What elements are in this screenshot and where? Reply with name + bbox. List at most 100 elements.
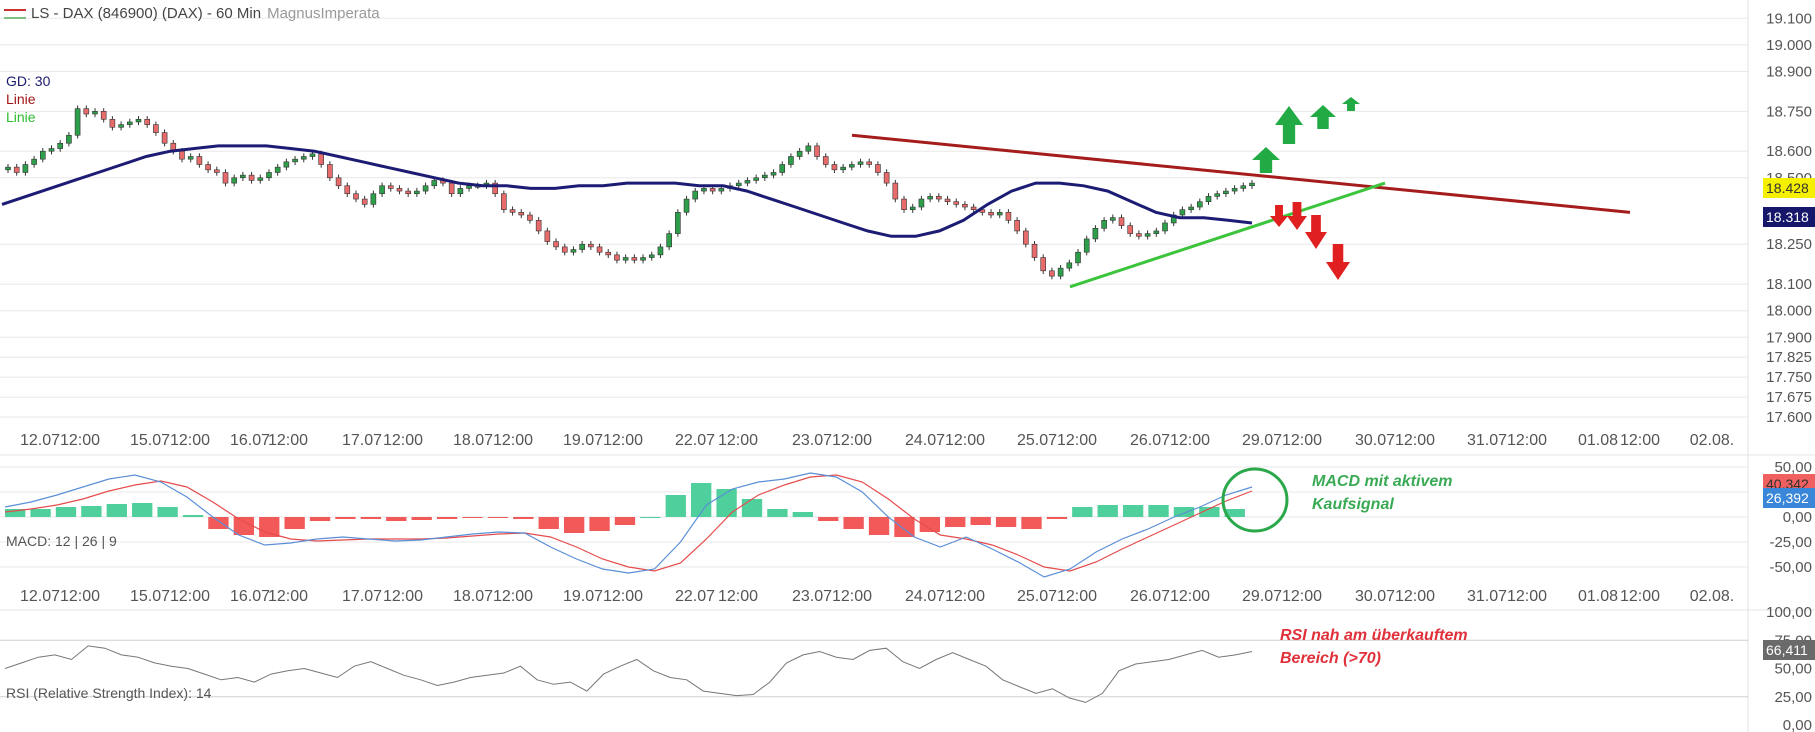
y-tick-label: 50,00: [1774, 661, 1812, 678]
candle-body: [335, 177, 342, 187]
macd-histogram-bar: [182, 515, 204, 517]
candle-body: [457, 188, 464, 195]
x-tick-label: 12:00: [60, 432, 100, 449]
candle-body: [5, 166, 11, 171]
x-tick-label: 12:00: [493, 588, 533, 605]
candle-body: [1127, 225, 1134, 234]
down-arrow-icon: [1305, 215, 1327, 249]
macd-line: [4, 472, 1253, 578]
macd-histogram-bar: [513, 517, 534, 519]
x-tick-label: 01.08: [1578, 588, 1618, 605]
candle-body: [535, 220, 542, 232]
candle-body: [118, 124, 124, 128]
legend-resistance-line: Linie: [6, 91, 36, 107]
candle-body: [370, 193, 377, 205]
candle-body: [692, 190, 699, 200]
x-tick-label: 12:00: [1620, 432, 1660, 449]
macd-annotation-line1: MACD mit aktivem: [1312, 473, 1453, 490]
candle-body: [222, 172, 229, 184]
candle-body: [953, 201, 960, 205]
macd-histogram-bar: [1122, 505, 1144, 517]
candle-body: [448, 182, 455, 195]
candle-body: [701, 188, 707, 192]
candle-body: [1075, 251, 1081, 264]
x-tick-label: 12:00: [1057, 432, 1097, 449]
candle-body: [1223, 190, 1229, 195]
macd-histogram-bar: [5, 509, 26, 517]
x-tick-label: 15.07: [130, 588, 170, 605]
candle-body: [805, 145, 812, 152]
candle-body: [518, 212, 525, 216]
candle-body: [988, 212, 994, 216]
candle-body: [849, 164, 855, 168]
candle-body: [248, 174, 255, 181]
candle-body: [1049, 270, 1055, 277]
candle-body: [1040, 257, 1047, 272]
candle-body: [1005, 212, 1012, 221]
macd-histogram-bar: [30, 509, 51, 517]
rsi-annotation-line1: RSI nah am überkauftem: [1280, 627, 1468, 644]
candle-body: [596, 246, 603, 253]
candle-body: [909, 206, 916, 210]
macd-histogram-bar: [995, 517, 1017, 527]
candle-body: [1118, 217, 1125, 226]
candle-body: [274, 166, 281, 173]
candle-body: [153, 124, 159, 133]
candle-body: [213, 169, 220, 173]
candle-body: [640, 257, 646, 261]
macd-histogram-bar: [868, 517, 890, 535]
candle-body: [1023, 230, 1029, 245]
candle-body: [1031, 243, 1038, 258]
candle-body: [266, 172, 272, 179]
legend-support-line: Linie: [6, 109, 36, 125]
candle-body: [179, 150, 185, 160]
candle-body: [466, 185, 472, 189]
rsi-annotation: RSI nah am überkauftem Bereich (>70): [1280, 624, 1468, 670]
x-tick-label: 12:00: [832, 432, 872, 449]
candle-body: [588, 243, 594, 248]
macd-histogram-bar: [1046, 517, 1068, 519]
macd-histogram-bar: [411, 517, 432, 520]
rsi-value-tag: 66,411: [1763, 640, 1815, 660]
candle-body: [1162, 222, 1168, 232]
candle-body: [857, 161, 864, 165]
x-tick-label: 12:00: [603, 432, 643, 449]
macd-histogram-bar: [132, 503, 153, 517]
y-tick-label: -25,00: [1769, 534, 1812, 551]
macd-histogram-bar: [106, 504, 127, 517]
chart-title-text: LS - DAX (846900) (DAX) - 60 Min: [31, 5, 262, 22]
legend-sma: GD: 30: [6, 73, 51, 89]
candle-body: [570, 249, 577, 253]
macd-histogram-bar: [767, 509, 788, 517]
x-tick-label: 24.07: [905, 432, 945, 449]
x-tick-label: 25.07: [1017, 432, 1057, 449]
candle-body: [648, 254, 655, 258]
macd-histogram-bar: [1173, 507, 1195, 517]
x-tick-label: 31.07: [1467, 432, 1507, 449]
x-tick-label: 29.07: [1242, 432, 1282, 449]
candle-body: [231, 177, 237, 184]
macd-histogram-bar: [208, 517, 229, 529]
up-arrow-icon: [1252, 147, 1280, 173]
candle-body: [196, 156, 203, 165]
indicator-legend: GD: 30 Linie Linie: [6, 72, 50, 126]
candle-body: [1205, 196, 1212, 203]
y-tick-label: 0,00: [1783, 717, 1812, 732]
macd-histogram-bar: [640, 517, 661, 518]
x-tick-label: 12:00: [383, 588, 423, 605]
candle-body: [683, 198, 690, 213]
candle-body: [187, 156, 194, 160]
macd-label: MACD: 12 | 26 | 9: [6, 533, 117, 549]
y-tick-label: 50,00: [1774, 459, 1812, 476]
candle-body: [1092, 227, 1099, 240]
x-tick-label: 22.07: [675, 432, 715, 449]
macd-histogram-bar: [1072, 507, 1093, 517]
candle-body: [318, 153, 324, 165]
candle-body: [100, 111, 107, 120]
y-tick-label: 18.250: [1766, 236, 1812, 253]
candle-body: [883, 172, 890, 184]
x-tick-label: 12:00: [1170, 432, 1210, 449]
y-tick-label: 17.825: [1766, 349, 1812, 366]
candle-body: [501, 193, 507, 210]
macd-histogram-bar: [919, 517, 941, 532]
